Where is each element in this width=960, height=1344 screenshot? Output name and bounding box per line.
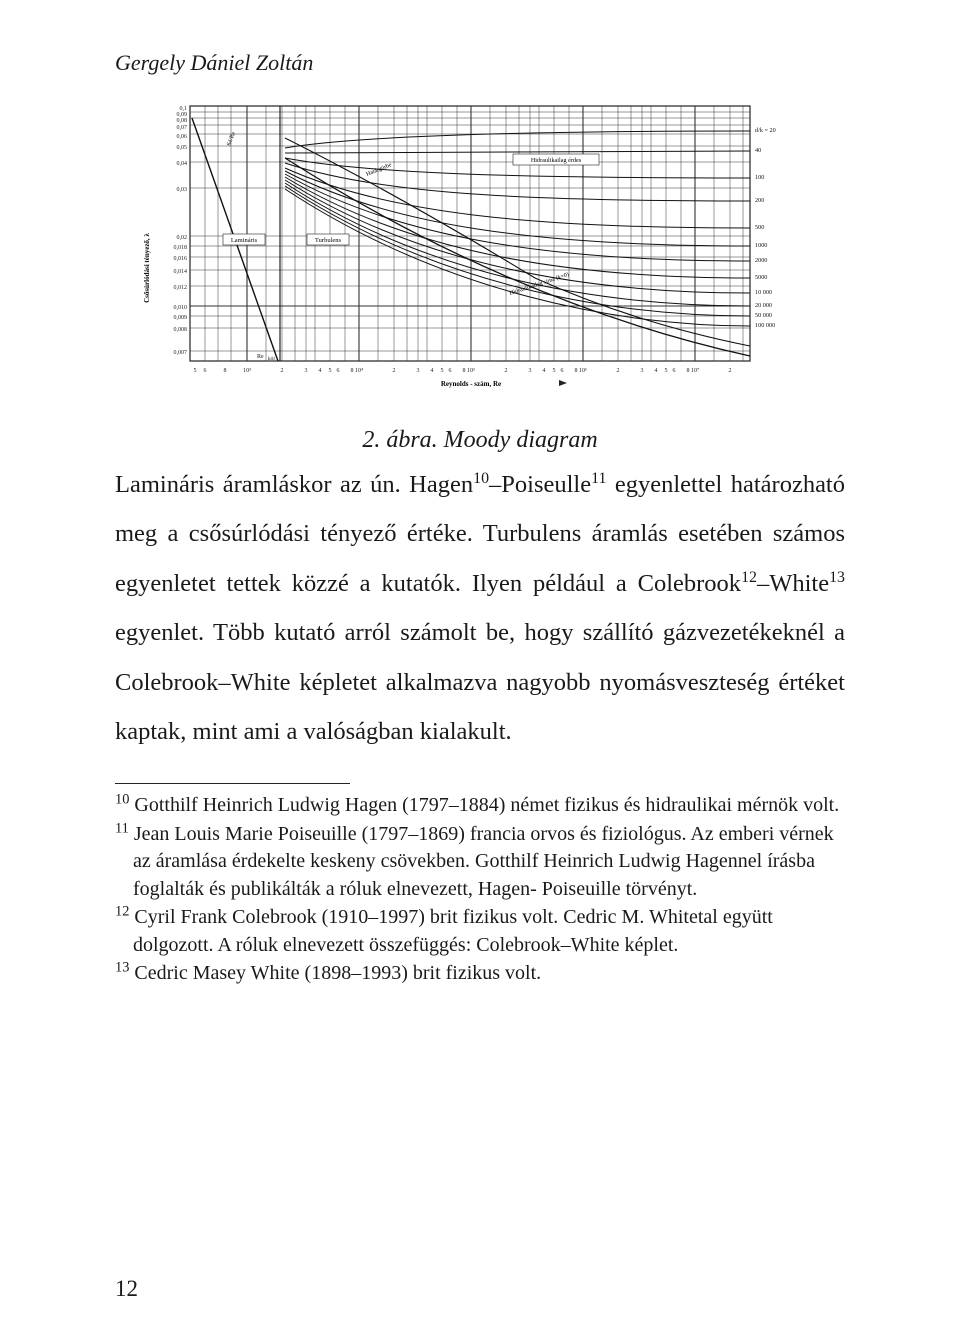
svg-text:2: 2 [281, 368, 284, 374]
svg-text:0,05: 0,05 [177, 145, 188, 151]
svg-text:4: 4 [543, 368, 546, 374]
text-segment: Lamináris áramláskor az ún. Hagen [115, 471, 473, 498]
svg-text:0,07: 0,07 [177, 125, 188, 131]
svg-text:Re: Re [257, 354, 264, 360]
footnote-text: Cedric Masey White (1898–1993) brit fizi… [134, 962, 541, 984]
svg-text:2: 2 [617, 368, 620, 374]
svg-text:6: 6 [561, 368, 564, 374]
svg-text:0,010: 0,010 [174, 305, 188, 311]
text-segment: –White [757, 570, 829, 597]
svg-text:3: 3 [529, 368, 532, 374]
svg-text:2: 2 [729, 368, 732, 374]
footnote-number: 10 [115, 791, 129, 807]
svg-text:8: 8 [687, 368, 690, 374]
svg-text:2: 2 [393, 368, 396, 374]
svg-text:0,007: 0,007 [174, 350, 188, 356]
svg-text:3: 3 [417, 368, 420, 374]
running-head: Gergely Dániel Zoltán [115, 50, 845, 76]
svg-text:d/k = 20: d/k = 20 [755, 127, 776, 134]
svg-text:6: 6 [204, 368, 207, 374]
svg-text:20 000: 20 000 [755, 302, 772, 309]
svg-text:4: 4 [431, 368, 434, 374]
svg-text:8: 8 [575, 368, 578, 374]
svg-text:0,03: 0,03 [177, 187, 188, 193]
svg-text:5: 5 [194, 368, 197, 374]
svg-text:8: 8 [463, 368, 466, 374]
footnote-number: 13 [115, 960, 129, 976]
svg-text:4: 4 [655, 368, 658, 374]
footnotes-block: 10 Gotthilf Heinrich Ludwig Hagen (1797–… [115, 792, 845, 988]
svg-text:6: 6 [337, 368, 340, 374]
y-axis-label: Csősúrlódási tényező, λ [143, 233, 151, 303]
svg-text:0,018: 0,018 [174, 245, 188, 251]
svg-text:10⁵: 10⁵ [467, 368, 475, 374]
svg-text:4: 4 [319, 368, 322, 374]
svg-text:0,06: 0,06 [177, 134, 188, 140]
footnote-text: Gotthilf Heinrich Ludwig Hagen (1797–188… [134, 794, 839, 816]
svg-text:1000: 1000 [755, 242, 767, 249]
svg-text:10 000: 10 000 [755, 289, 772, 296]
footnote-ref-11: 11 [591, 470, 606, 487]
footnote-number: 11 [115, 820, 129, 836]
svg-text:500: 500 [755, 224, 764, 231]
svg-text:10⁷: 10⁷ [691, 368, 699, 374]
svg-text:0,014: 0,014 [174, 269, 188, 275]
svg-text:40: 40 [755, 147, 761, 154]
svg-text:2000: 2000 [755, 257, 767, 264]
svg-text:10⁶: 10⁶ [579, 368, 587, 374]
svg-text:Hidraulikailag érdes: Hidraulikailag érdes [531, 157, 582, 164]
text-segment: egyenlet. Több kutató arról számolt be, … [115, 619, 845, 745]
svg-text:5000: 5000 [755, 274, 767, 281]
footnote-ref-13: 13 [829, 569, 845, 586]
svg-text:100: 100 [755, 174, 764, 181]
svg-text:0,016: 0,016 [174, 256, 188, 262]
svg-text:3: 3 [641, 368, 644, 374]
svg-text:3: 3 [305, 368, 308, 374]
svg-text:100 000: 100 000 [755, 322, 775, 329]
svg-text:0,08: 0,08 [177, 118, 188, 124]
svg-text:8: 8 [224, 368, 227, 374]
footnote-separator [115, 783, 350, 784]
svg-text:0,008: 0,008 [174, 327, 188, 333]
svg-text:0,04: 0,04 [177, 161, 188, 167]
svg-text:krit: krit [268, 357, 276, 362]
body-paragraph: Lamináris áramláskor az ún. Hagen10–Pois… [115, 460, 845, 757]
moody-chart-svg: 0,1 0,09 0,08 0,07 0,06 0,05 0,04 0,03 0… [135, 98, 825, 408]
moody-diagram-figure: 0,1 0,09 0,08 0,07 0,06 0,05 0,04 0,03 0… [115, 98, 845, 413]
svg-text:10³: 10³ [243, 368, 251, 374]
footnote-ref-12: 12 [741, 569, 757, 586]
svg-text:5: 5 [329, 368, 332, 374]
footnote-ref-10: 10 [473, 470, 489, 487]
footnote-text: Jean Louis Marie Poiseuille (1797–1869) … [133, 823, 834, 900]
svg-text:5: 5 [665, 368, 668, 374]
text-segment: –Poiseulle [489, 471, 591, 498]
svg-text:200: 200 [755, 197, 764, 204]
svg-text:50 000: 50 000 [755, 312, 772, 319]
svg-text:5: 5 [441, 368, 444, 374]
svg-text:0,012: 0,012 [174, 285, 188, 291]
svg-text:0,009: 0,009 [174, 315, 188, 321]
svg-text:5: 5 [553, 368, 556, 374]
footnote-text: Cyril Frank Colebrook (1910–1997) brit f… [133, 906, 773, 956]
svg-text:0,02: 0,02 [177, 235, 188, 241]
footnote-number: 12 [115, 904, 129, 920]
x-axis-label: Reynolds - szám, Re [441, 380, 501, 388]
svg-text:2: 2 [505, 368, 508, 374]
svg-text:10⁴: 10⁴ [355, 368, 363, 374]
page-number: 12 [115, 1276, 138, 1302]
svg-text:6: 6 [673, 368, 676, 374]
svg-text:6: 6 [449, 368, 452, 374]
figure-caption: 2. ábra. Moody diagram [115, 427, 845, 454]
svg-text:8: 8 [351, 368, 354, 374]
svg-text:Turbulens: Turbulens [315, 237, 342, 244]
svg-text:Lamináris: Lamináris [231, 237, 258, 244]
